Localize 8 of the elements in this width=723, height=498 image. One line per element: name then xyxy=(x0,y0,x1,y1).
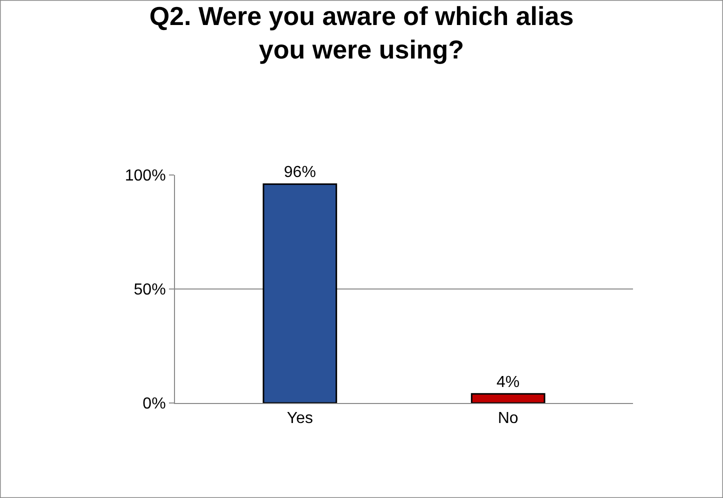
y-tick-label: 0% xyxy=(142,396,166,413)
data-label: 4% xyxy=(496,374,520,391)
x-tick-label: Yes xyxy=(286,410,313,428)
y-tick-label: 50% xyxy=(134,282,166,299)
chart-title: Q2. Were you aware of which alias you were using? xyxy=(149,0,574,65)
y-tick-label: 100% xyxy=(124,168,166,185)
data-label: 96% xyxy=(284,164,316,182)
x-tick-label: No xyxy=(498,410,518,428)
